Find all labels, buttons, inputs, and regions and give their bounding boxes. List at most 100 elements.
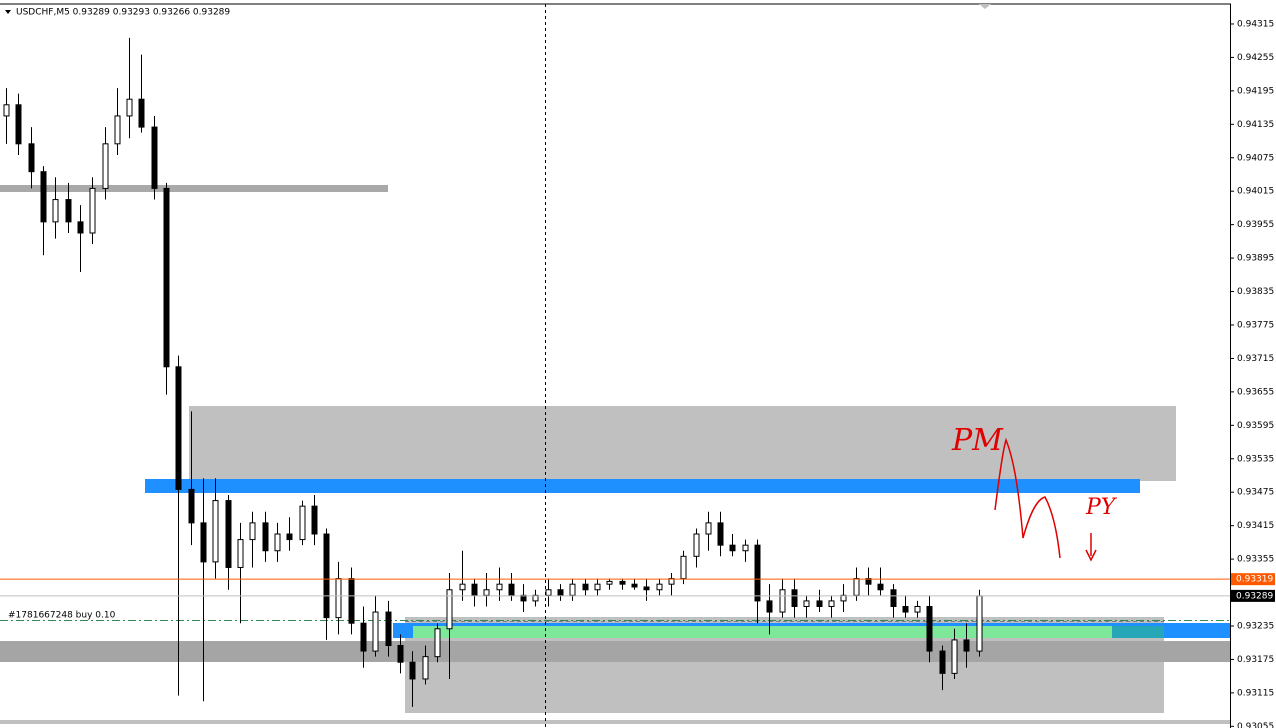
candle-body [742, 544, 749, 552]
candle-body [532, 594, 539, 602]
candle-body [877, 583, 884, 591]
candle-body [360, 622, 367, 652]
y-tick-label: 0.94075 [1237, 153, 1274, 163]
price-label: 0.93319 [1236, 575, 1273, 585]
candle-body [779, 589, 786, 613]
candle-body [28, 143, 35, 173]
y-tick-label: 0.93235 [1237, 621, 1274, 631]
candle-body [237, 539, 244, 568]
y-tick-label: 0.93655 [1237, 387, 1274, 397]
candle-body [262, 522, 269, 552]
candle-body [865, 578, 872, 585]
collapse-arrow[interactable] [5, 10, 11, 14]
candle-body [151, 126, 158, 189]
candle-body [52, 199, 59, 223]
y-tick-label: 0.93115 [1237, 688, 1274, 698]
y-tick-label: 0.94195 [1237, 86, 1274, 96]
zone [413, 626, 1112, 638]
candle-body [15, 104, 22, 145]
candle-body [40, 171, 47, 223]
candle-body [976, 595, 983, 652]
candle-body [102, 143, 109, 189]
candle-body [606, 580, 613, 585]
candle-body [397, 645, 404, 663]
y-tick-label: 0.93955 [1237, 220, 1274, 230]
candle-body [803, 600, 810, 607]
candle-body [434, 628, 441, 658]
candle-body [138, 98, 145, 128]
candle-body [914, 605, 921, 613]
candle-body [680, 555, 687, 580]
candle-body [717, 522, 724, 546]
candle-body [126, 98, 133, 117]
annotation: PM [951, 423, 1004, 458]
candle-body [311, 505, 318, 535]
y-tick-label: 0.94255 [1237, 53, 1274, 63]
candle-body [520, 594, 527, 602]
candle-body [619, 580, 626, 585]
candle-body [496, 583, 503, 591]
annotation: PY [1085, 495, 1118, 520]
zone [0, 185, 388, 192]
candle-body [582, 583, 589, 591]
candle-body [249, 522, 256, 541]
candle-body [693, 533, 700, 557]
zone [189, 406, 1176, 481]
candle-body [286, 533, 293, 541]
candle-body [212, 500, 219, 563]
candle-body [335, 578, 342, 619]
candle-body [902, 605, 909, 613]
candle-body [754, 544, 761, 602]
candle-body [766, 600, 773, 613]
candle-body [656, 583, 663, 591]
candle-body [939, 650, 946, 674]
y-tick-label: 0.93835 [1237, 287, 1274, 297]
candle-body [274, 533, 281, 552]
candle-body [3, 104, 10, 117]
candle-body [557, 589, 564, 596]
chart-title: USDCHF,M5 0.93289 0.93293 0.93266 0.9328… [16, 8, 230, 18]
candle-body [963, 639, 970, 652]
candle-body [840, 594, 847, 602]
y-tick-label: 0.93055 [1237, 722, 1274, 728]
candle-body [508, 583, 515, 596]
shift-marker [979, 4, 991, 9]
price-label-box [1231, 573, 1275, 586]
candle-body [631, 583, 638, 588]
candle-body [385, 611, 392, 647]
y-tick-label: 0.94015 [1237, 187, 1274, 197]
candle-body [471, 583, 478, 596]
candle-body [890, 589, 897, 607]
candle-body [459, 583, 466, 591]
candle-body [372, 611, 379, 652]
candle-body [853, 578, 860, 596]
y-tick-label: 0.93895 [1237, 254, 1274, 264]
candle-body [175, 366, 182, 490]
y-tick-label: 0.93595 [1237, 421, 1274, 431]
y-tick-label: 0.93175 [1237, 655, 1274, 665]
candle-body [643, 586, 650, 591]
candle-body [951, 639, 958, 674]
candle-body [816, 600, 823, 607]
candle-body [323, 533, 330, 619]
y-tick-label: 0.94315 [1237, 19, 1274, 29]
candle-body [200, 522, 207, 563]
price-label-box [1231, 589, 1275, 602]
zone [0, 641, 1230, 662]
candle-body [409, 661, 416, 680]
candle-body [89, 187, 96, 234]
candle-body [729, 544, 736, 552]
y-tick-label: 0.93475 [1237, 488, 1274, 498]
candle-body [483, 589, 490, 596]
zone [145, 479, 1140, 493]
y-tick-label: 0.93715 [1237, 354, 1274, 364]
candle-body [225, 500, 232, 568]
candle-body [705, 522, 712, 535]
order-label: #1781667248 buy 0.10 [8, 611, 116, 621]
candle-body [545, 589, 552, 596]
y-tick-label: 0.94135 [1237, 120, 1274, 130]
candle-body [569, 583, 576, 596]
